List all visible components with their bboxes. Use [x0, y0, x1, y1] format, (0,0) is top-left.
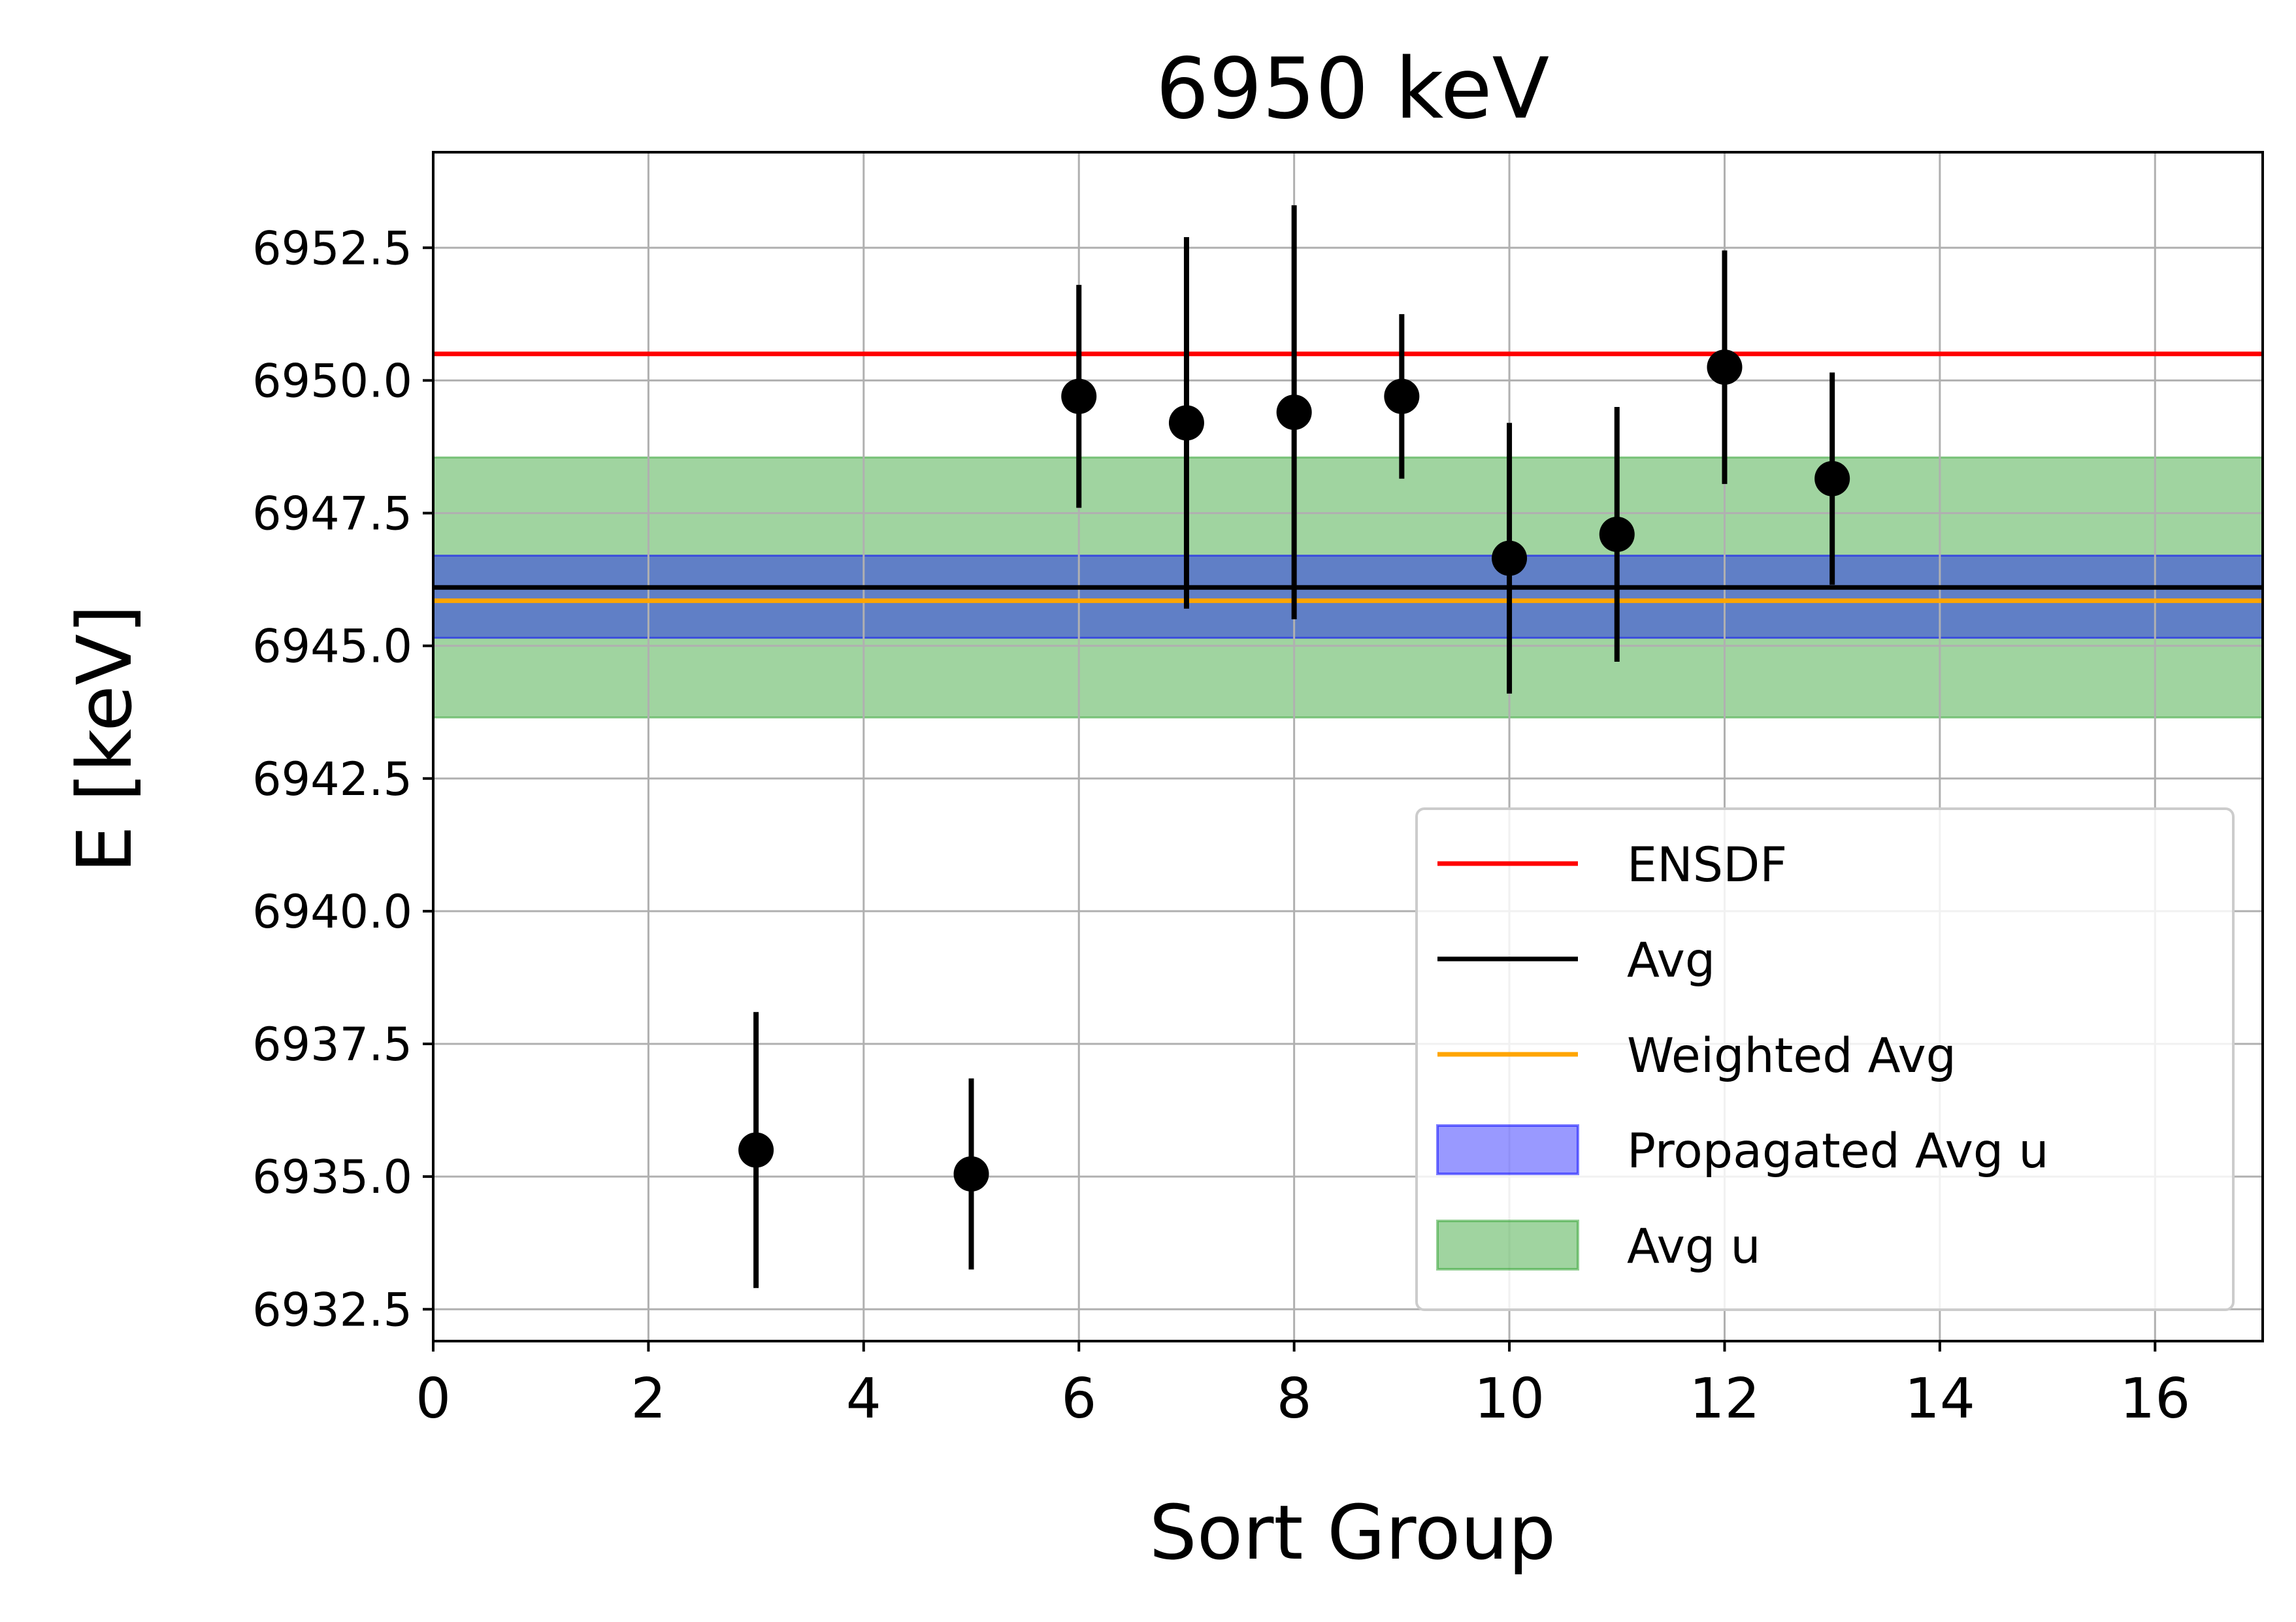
legend: ENSDF Avg Weighted Avg Propagated Avg u Avg … [1415, 807, 2235, 1311]
legend-label-ensdf: ENSDF [1627, 837, 1787, 893]
lines-layer [433, 351, 2263, 604]
y-tick-label: 6945.0 [252, 620, 412, 673]
x-tick-label: 8 [1277, 1367, 1312, 1431]
band-propagated-avg-u [432, 555, 2264, 639]
data-point [1814, 461, 1850, 496]
x-tick-label: 0 [416, 1367, 451, 1431]
x-axis-label: Sort Group [1149, 1489, 1556, 1577]
x-tick-label: 2 [631, 1367, 666, 1431]
data-point [1168, 405, 1204, 441]
x-tick-label: 6 [1061, 1367, 1096, 1431]
y-tick-label: 6952.5 [252, 221, 412, 275]
x-tick-label: 10 [1474, 1367, 1545, 1431]
legend-label-avg: Avg [1627, 933, 1715, 988]
chart-title: 6950 keV [1156, 41, 1549, 138]
data-point [1599, 517, 1635, 552]
y-tick-label: 6942.5 [252, 753, 412, 806]
legend-box [1415, 807, 2235, 1311]
y-tick-label: 6940.0 [252, 885, 412, 939]
data-point [1384, 378, 1420, 414]
data-point [1707, 349, 1743, 385]
x-tick-label: 4 [846, 1367, 881, 1431]
y-tick-label: 6947.5 [252, 487, 412, 541]
legend-label-propagated-avg-u: Propagated Avg u [1627, 1124, 2049, 1179]
y-tick-label: 6935.0 [252, 1150, 412, 1204]
points-layer [738, 205, 1850, 1288]
data-point [1276, 395, 1312, 430]
plot-frame [432, 151, 2264, 1342]
y-tick-label: 6950.0 [252, 354, 412, 408]
x-tick-label: 14 [1905, 1367, 1975, 1431]
legend-label-weighted-avg: Weighted Avg [1627, 1028, 1956, 1084]
legend-swatch-propagated-avg-u [1436, 1124, 1579, 1175]
x-tick-label: 12 [1689, 1367, 1760, 1431]
y-tick-label: 6937.5 [252, 1018, 412, 1071]
y-tick-label: 6932.5 [252, 1283, 412, 1337]
legend-swatch-avg-u [1436, 1220, 1579, 1271]
y-axis-label: E [keV] [61, 605, 149, 873]
data-point [953, 1156, 989, 1192]
legend-label-avg-u: Avg u [1627, 1219, 1761, 1274]
data-point [738, 1132, 774, 1168]
data-point [1061, 378, 1097, 414]
ticks-layer: 0 2 4 6 8 10 12 14 16 6932.5 6935.0 6937.5 6940.0 694… [252, 221, 2190, 1431]
data-point [1492, 540, 1528, 576]
x-tick-label: 16 [2120, 1367, 2190, 1431]
